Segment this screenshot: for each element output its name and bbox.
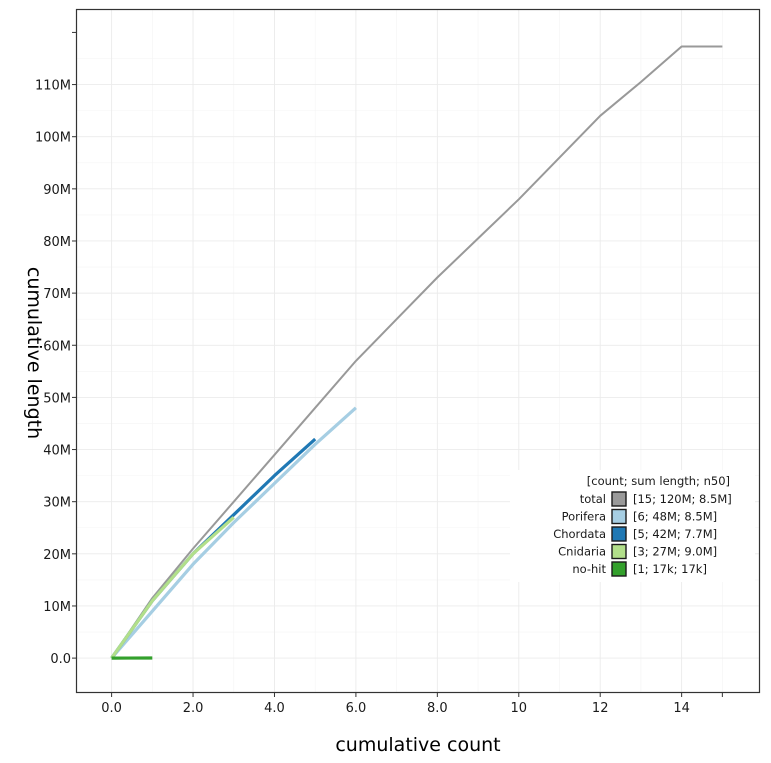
legend-swatch-total <box>611 491 627 507</box>
legend-summary-chordata: [5; 42M; 7.7M] <box>633 527 717 541</box>
series-line-total <box>110 45 723 659</box>
x-tick-label: 2.0 <box>183 701 204 716</box>
legend-summary-cnidaria: [3; 27M; 9.0M] <box>633 545 717 559</box>
y-tick-label: 70M <box>43 287 71 302</box>
y-tick-label: 10M <box>43 600 71 615</box>
legend-swatch-chordata <box>611 526 627 542</box>
y-tick-label: 60M <box>43 339 71 354</box>
legend-label-porifera: Porifera <box>562 510 606 524</box>
legend-swatch-no-hit <box>611 561 627 577</box>
y-axis-title: cumulative length <box>23 267 45 439</box>
y-tick-label: 20M <box>43 548 71 563</box>
x-tick-label: 14 <box>673 701 690 716</box>
series-lines <box>110 45 723 660</box>
series-line-cnidaria <box>110 516 235 660</box>
legend-label-no-hit: no-hit <box>572 562 606 576</box>
legend-title: [count; sum length; n50] <box>587 474 730 488</box>
legend-label-cnidaria: Cnidaria <box>558 545 606 559</box>
legend-summary-no-hit: [1; 17k; 17k] <box>633 562 707 576</box>
series-line-porifera <box>110 406 357 660</box>
legend-background <box>510 470 755 582</box>
x-tick-label: 0.0 <box>101 701 122 716</box>
y-tick-label: 0.0 <box>50 652 71 667</box>
plot-panel-border <box>75 8 761 694</box>
x-tick-label: 8.0 <box>427 701 448 716</box>
legend-summary-porifera: [6; 48M; 8.5M] <box>633 510 717 524</box>
axes: 0.0 2.0 4.0 6.0 8.0 10 12 14 0.0 10M 20M 30M 40M 50M 6… <box>35 31 723 716</box>
x-tick-label: 4.0 <box>264 701 285 716</box>
x-tick-label: 10 <box>510 701 527 716</box>
x-axis-title: cumulative count <box>335 734 500 756</box>
y-tick-label: 40M <box>43 444 71 459</box>
y-tick-label: 30M <box>43 496 71 511</box>
grid <box>77 10 759 692</box>
y-tick-label: 90M <box>43 183 71 198</box>
y-tick-label: 110M <box>35 79 71 94</box>
legend-label-chordata: Chordata <box>553 527 606 541</box>
legend-swatch-cnidaria <box>611 543 627 560</box>
x-tick-label: 6.0 <box>346 701 367 716</box>
legend-swatch-porifera <box>611 508 627 525</box>
legend-summary-total: [15; 120M; 8.5M] <box>633 492 732 506</box>
legend-label-total: total <box>580 492 606 506</box>
legend: [count; sum length; n50] total [15; 120M;… <box>510 470 755 582</box>
y-tick-label: 80M <box>43 235 71 250</box>
x-tick-label: 12 <box>592 701 609 716</box>
y-tick-label: 100M <box>35 131 71 146</box>
y-tick-label: 50M <box>43 391 71 406</box>
